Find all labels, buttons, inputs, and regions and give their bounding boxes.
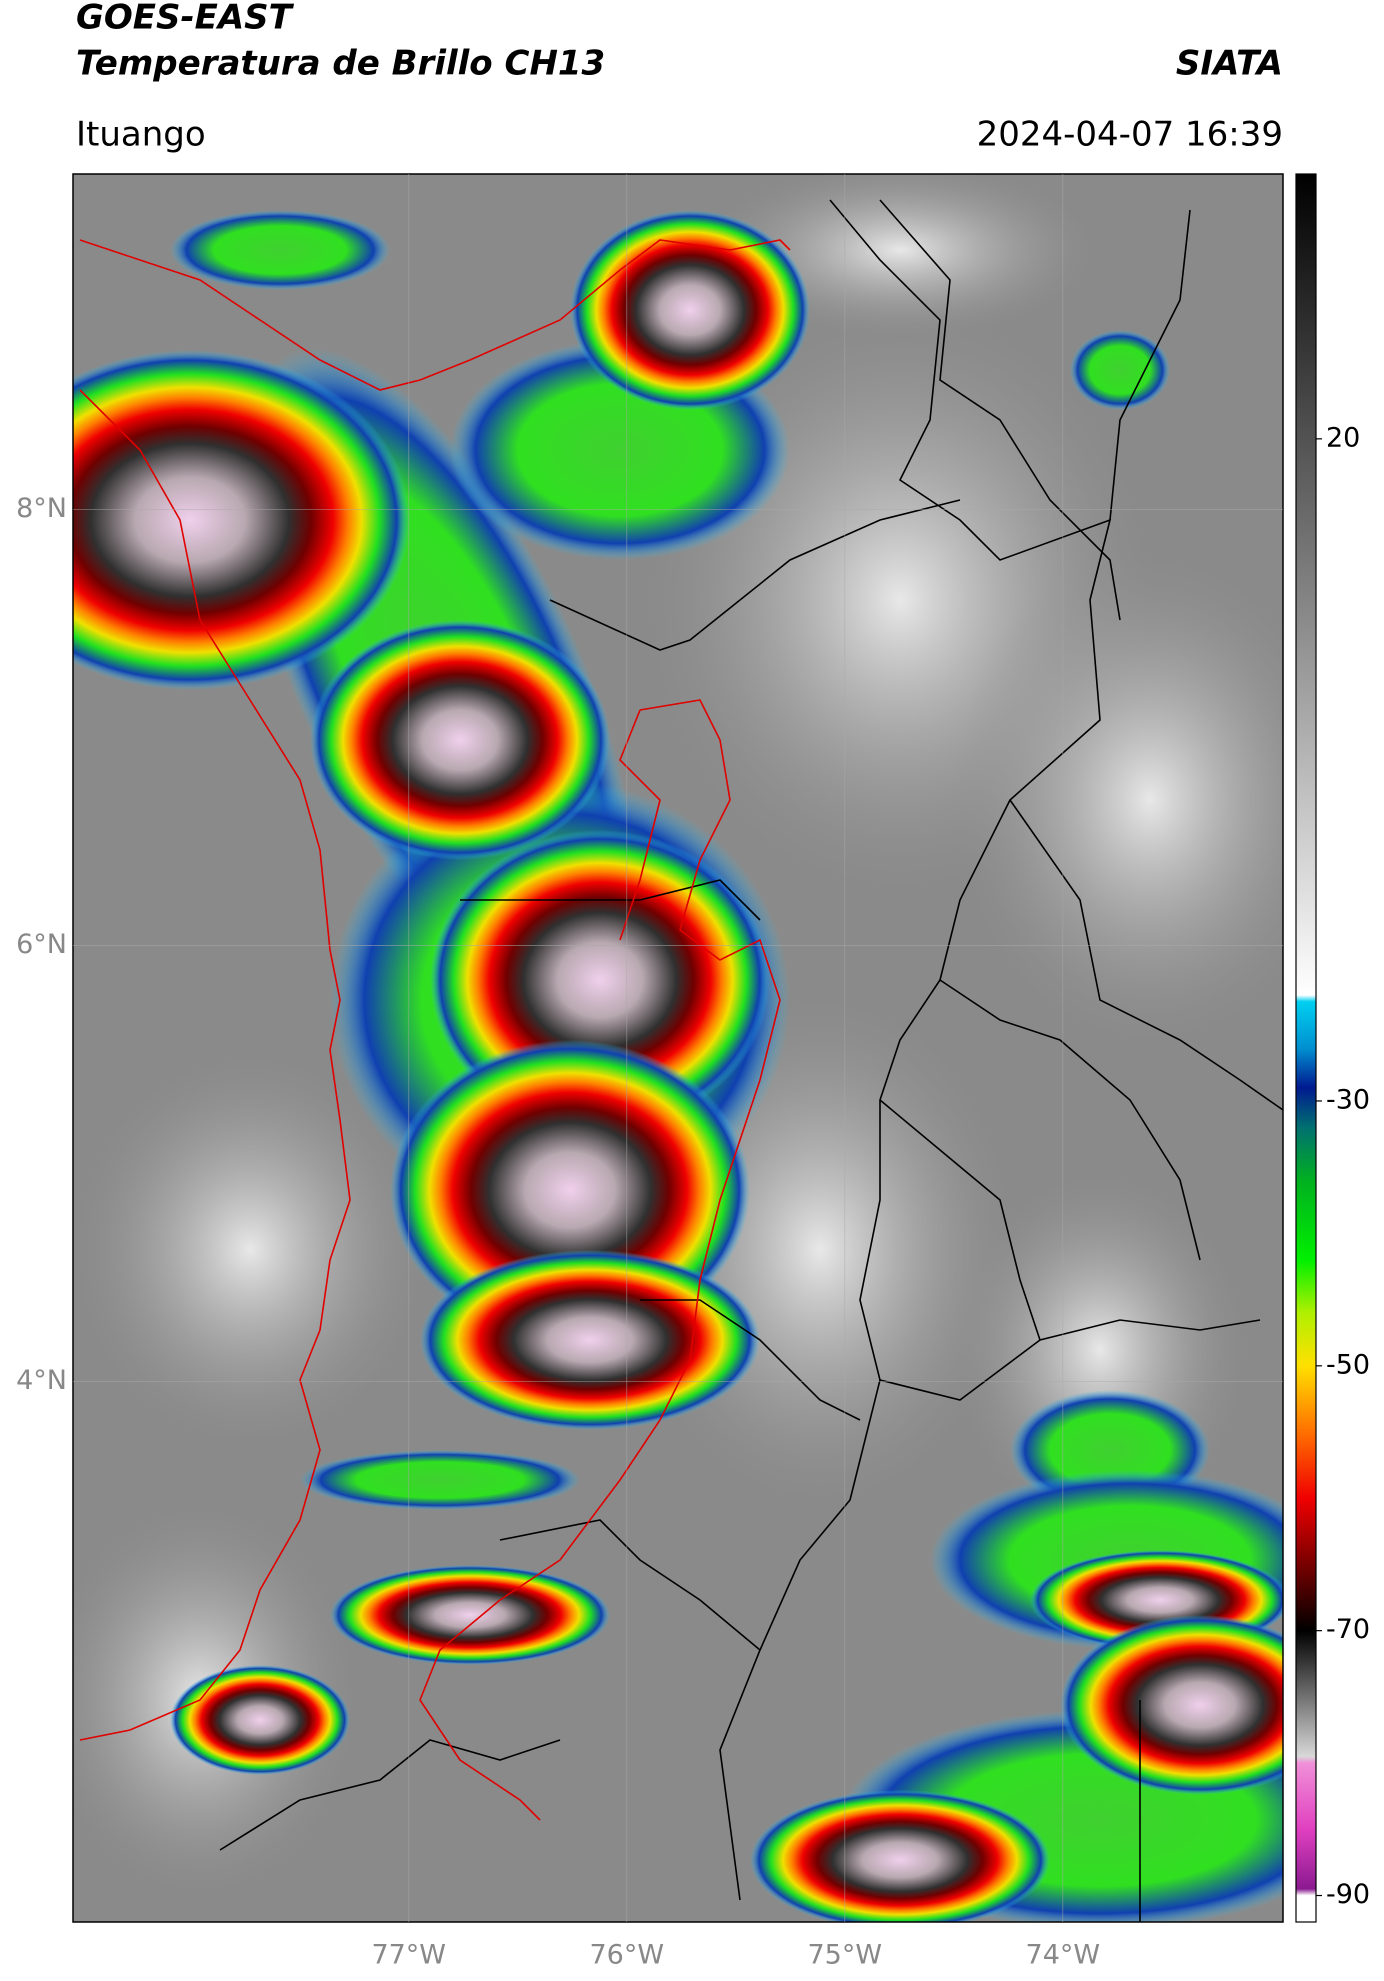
x-tick-label: 74°W [1026,1940,1101,1971]
colorbar-tick-label: -70 [1326,1614,1370,1645]
colorbar [1295,173,1317,1923]
colorbar-tick-label: -30 [1326,1084,1370,1115]
subtitle: Temperatura de Brillo CH13 [76,44,605,84]
x-tick-label: 76°W [589,1940,664,1971]
map-frame [72,173,1284,1923]
satellite-image [73,174,1283,1922]
graticule [73,174,1283,1922]
region-borders [79,239,791,1821]
political-borders [219,199,1283,1922]
axis-labels: 77°W 76°W 75°W 74°W 8°N 6°N 4°N [16,493,1100,1970]
datetime: 2024-04-07 16:39 [977,115,1283,155]
colorbar-tick-label: -90 [1326,1879,1370,1910]
x-tick-label: 77°W [371,1940,446,1971]
colorbar-ticks: 20 -30 -50 -70 -90 [1316,422,1370,1910]
title: GOES-EAST [76,0,295,38]
colorbar-tick-label: 20 [1326,422,1360,453]
x-tick-label: 75°W [808,1940,883,1971]
convection [73,210,1283,1922]
colorbar-tick-label: -50 [1326,1349,1370,1380]
source: SIATA [1176,44,1283,84]
y-tick-label: 4°N [16,1365,67,1396]
location: Ituango [76,115,206,155]
y-tick-label: 6°N [16,929,67,960]
y-tick-label: 8°N [16,493,67,524]
